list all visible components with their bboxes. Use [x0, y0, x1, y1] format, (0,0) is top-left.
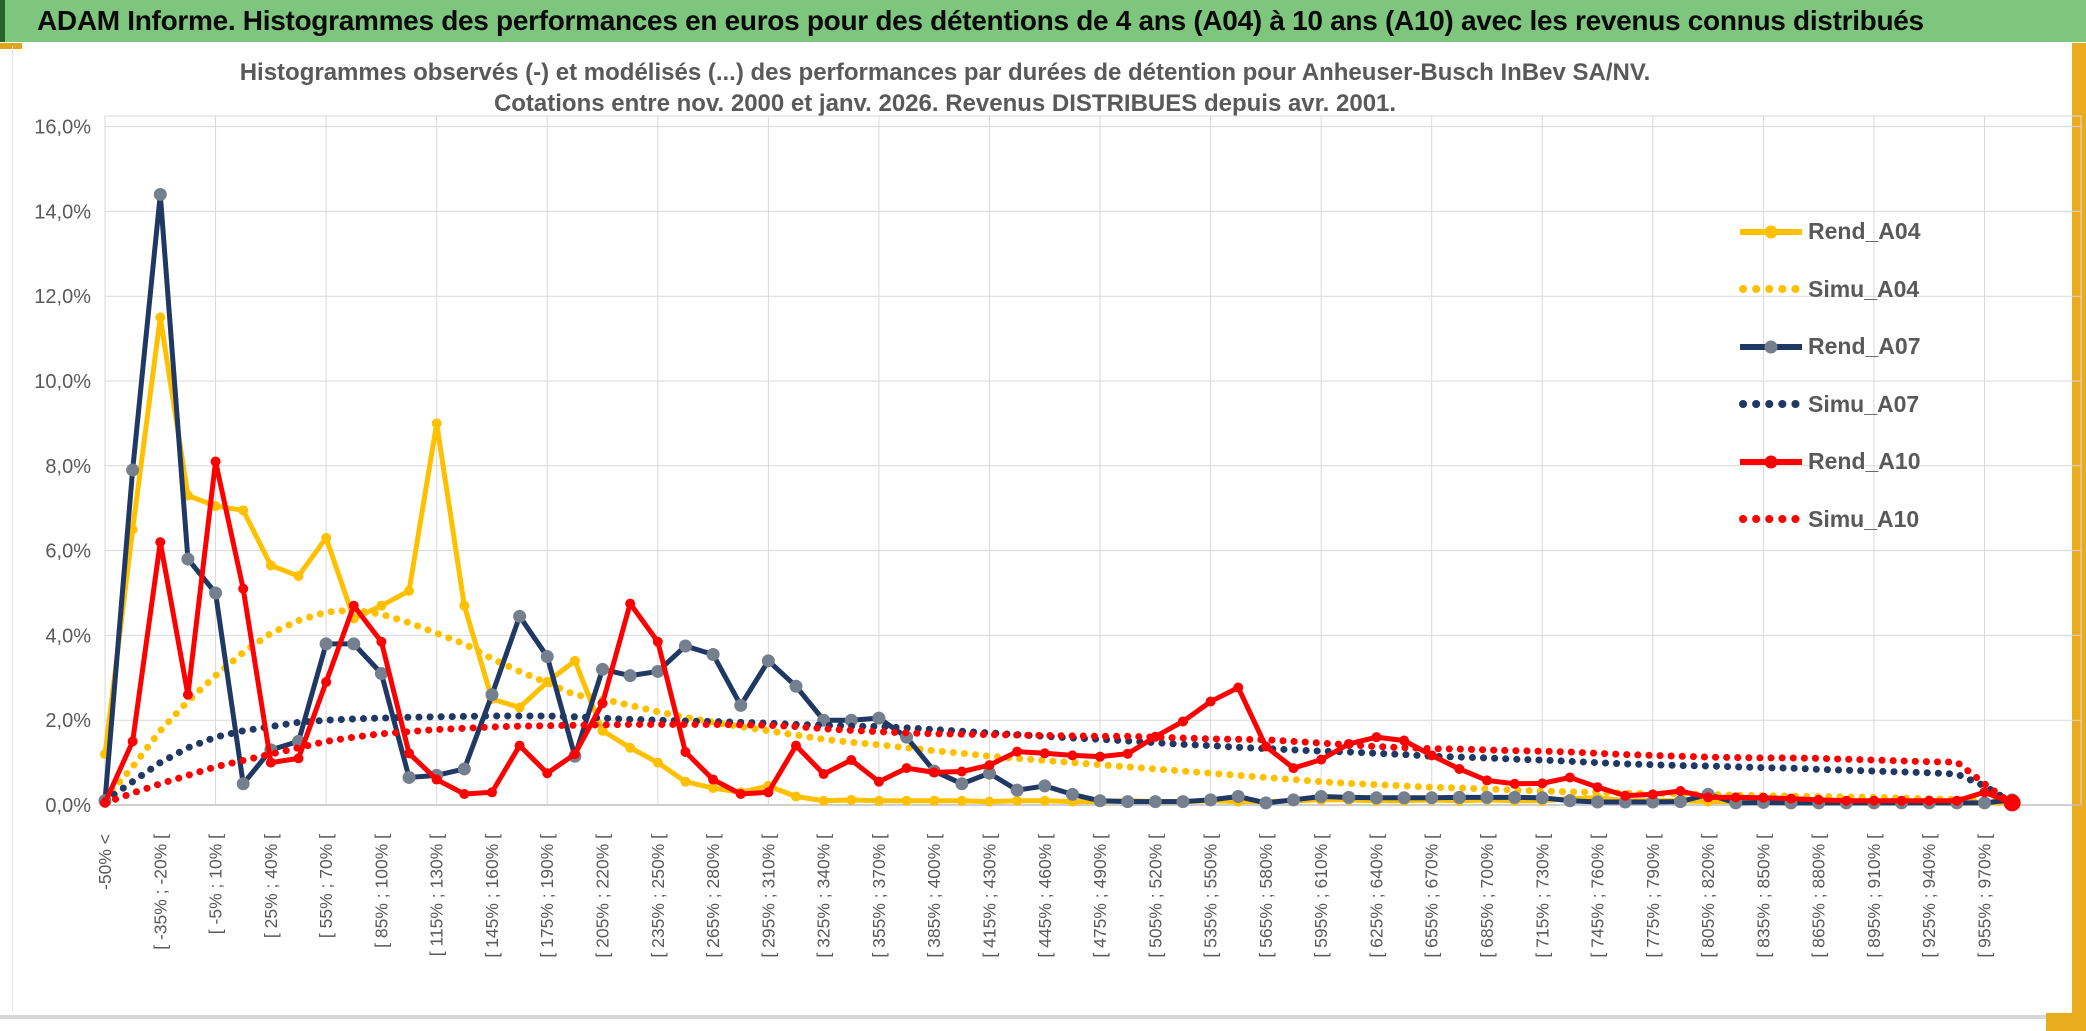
svg-text:14,0%: 14,0%	[34, 201, 91, 223]
svg-text:[ 415% ; 430% [: [ 415% ; 430% [	[979, 834, 999, 958]
chart-title-line1: Histogrammes observés (-) et modélisés (…	[239, 59, 1651, 86]
legend-item-rend-a07[interactable]: Rend_A07	[1738, 318, 1920, 376]
svg-text:[ 835% ; 850% [: [ 835% ; 850% [	[1753, 834, 1773, 958]
legend-item-rend-a10[interactable]: Rend_A10	[1738, 433, 1920, 491]
svg-text:16,0%: 16,0%	[34, 117, 91, 139]
svg-text:4,0%: 4,0%	[45, 625, 91, 647]
bottom-divider	[0, 1015, 2072, 1019]
svg-text:[ 925% ; 940% [: [ 925% ; 940% [	[1919, 834, 1939, 958]
title-bar: ADAM Informe. Histogrammes des performan…	[0, 0, 2086, 42]
svg-text:[ 235% ; 250% [: [ 235% ; 250% [	[648, 834, 668, 958]
svg-text:[ 535% ; 550% [: [ 535% ; 550% [	[1201, 834, 1221, 958]
legend-item-rend-a04[interactable]: Rend_A04	[1738, 203, 1920, 261]
left-divider	[12, 46, 13, 1012]
legend-solid-line-sample	[1738, 454, 1804, 470]
chart-title-line2: Cotations entre nov. 2000 et janv. 2026.…	[493, 90, 1397, 117]
svg-text:[ 505% ; 520% [: [ 505% ; 520% [	[1145, 834, 1165, 958]
svg-text:2,0%: 2,0%	[45, 710, 91, 732]
chart-title: Histogrammes observés (-) et modélisés (…	[105, 57, 1785, 119]
svg-text:10,0%: 10,0%	[34, 371, 91, 393]
svg-text:[ 145% ; 160% [: [ 145% ; 160% [	[482, 834, 502, 958]
gold-accent-right-border	[2072, 43, 2086, 1031]
svg-text:6,0%: 6,0%	[45, 541, 91, 563]
svg-text:[ 25% ; 40% [: [ 25% ; 40% [	[261, 834, 281, 938]
svg-text:[ 55% ; 70% [: [ 55% ; 70% [	[316, 834, 336, 938]
svg-text:8,0%: 8,0%	[45, 456, 91, 478]
svg-text:[ 265% ; 280% [: [ 265% ; 280% [	[703, 834, 723, 958]
svg-text:[ 715% ; 730% [: [ 715% ; 730% [	[1532, 834, 1552, 958]
legend-solid-line-sample	[1738, 339, 1804, 355]
svg-text:[ 175% ; 190% [: [ 175% ; 190% [	[537, 834, 557, 958]
legend-dotted-line-sample	[1738, 511, 1804, 527]
gold-accent-corner	[2046, 1013, 2086, 1031]
svg-text:[ 325% ; 340% [: [ 325% ; 340% [	[814, 834, 834, 958]
svg-text:[ -5% ; 10% [: [ -5% ; 10% [	[206, 834, 226, 934]
legend-item-simu-a07[interactable]: Simu_A07	[1738, 376, 1920, 434]
svg-text:[ 775% ; 790% [: [ 775% ; 790% [	[1643, 834, 1663, 958]
svg-text:[ 565% ; 580% [: [ 565% ; 580% [	[1256, 834, 1276, 958]
svg-text:-50% <: -50% <	[95, 834, 115, 890]
legend-dotted-line-sample	[1738, 396, 1804, 412]
svg-text:[ 205% ; 220% [: [ 205% ; 220% [	[593, 834, 613, 958]
svg-text:[ 625% ; 640% [: [ 625% ; 640% [	[1366, 834, 1386, 958]
page-title: ADAM Informe. Histogrammes des performan…	[37, 5, 1924, 36]
svg-text:12,0%: 12,0%	[34, 286, 91, 308]
legend-item-simu-a04[interactable]: Simu_A04	[1738, 261, 1920, 319]
legend-dotted-line-sample	[1738, 281, 1804, 297]
chart-legend: Rend_A04 Simu_A04 Rend_A07 Simu_A07 Rend…	[1738, 203, 1920, 548]
svg-text:[ 445% ; 460% [: [ 445% ; 460% [	[1035, 834, 1055, 958]
gold-accent-underline	[0, 43, 22, 49]
svg-text:[ 295% ; 310% [: [ 295% ; 310% [	[758, 834, 778, 958]
svg-text:[ 595% ; 610% [: [ 595% ; 610% [	[1311, 834, 1331, 958]
svg-text:[ 745% ; 760% [: [ 745% ; 760% [	[1588, 834, 1608, 958]
svg-text:[ 805% ; 820% [: [ 805% ; 820% [	[1698, 834, 1718, 958]
svg-text:[ 115% ; 130% [: [ 115% ; 130% [	[427, 834, 447, 956]
svg-text:[ 865% ; 880% [: [ 865% ; 880% [	[1809, 834, 1829, 958]
svg-text:[ 385% ; 400% [: [ 385% ; 400% [	[924, 834, 944, 958]
legend-solid-line-sample	[1738, 224, 1804, 240]
svg-text:[ 355% ; 370% [: [ 355% ; 370% [	[869, 834, 889, 958]
svg-text:[ 955% ; 970% [: [ 955% ; 970% [	[1975, 834, 1995, 958]
svg-text:[ 85% ; 100% [: [ 85% ; 100% [	[371, 834, 391, 948]
svg-text:[ 655% ; 670% [: [ 655% ; 670% [	[1422, 834, 1442, 958]
svg-text:0,0%: 0,0%	[45, 795, 91, 817]
legend-item-simu-a10[interactable]: Simu_A10	[1738, 491, 1920, 549]
svg-text:[ -35% ; -20% [: [ -35% ; -20% [	[150, 834, 170, 950]
svg-text:[ 685% ; 700% [: [ 685% ; 700% [	[1477, 834, 1497, 958]
svg-text:[ 895% ; 910% [: [ 895% ; 910% [	[1864, 834, 1884, 958]
svg-text:[ 475% ; 490% [: [ 475% ; 490% [	[1090, 834, 1110, 958]
